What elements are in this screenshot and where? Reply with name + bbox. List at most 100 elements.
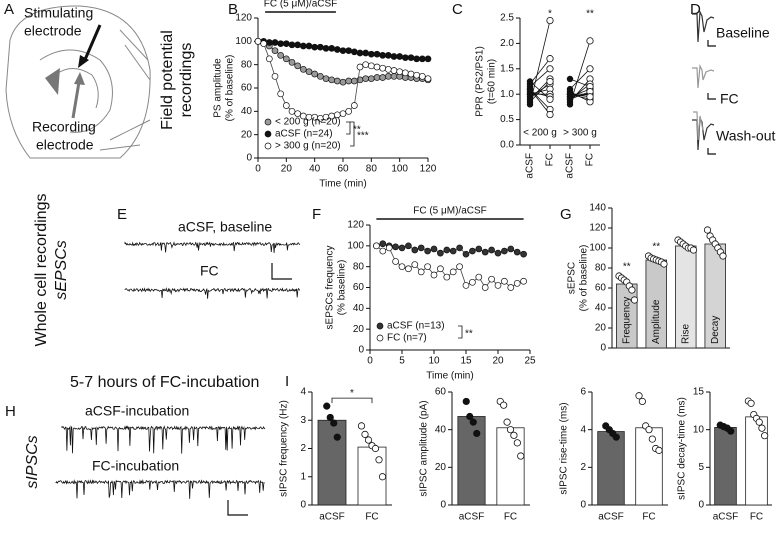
pair-line: [569, 68, 591, 90]
schematic-label: Recording: [32, 119, 96, 135]
y-axis-label: PS amplitude: [213, 58, 224, 118]
data-point: [506, 426, 515, 434]
data-point: [475, 273, 483, 281]
y-tick-label: 60: [241, 83, 253, 94]
panel-letter: C: [452, 1, 463, 18]
data-point: [390, 53, 398, 60]
data-point: [456, 244, 463, 252]
data-point: [345, 47, 353, 55]
y-tick-label: 2.0: [500, 38, 514, 49]
y-axis-label: (% of baseline): [579, 245, 590, 312]
y-tick-label: 20: [353, 324, 365, 335]
data-point: [630, 296, 639, 304]
data-point: [390, 67, 398, 74]
data-point: [405, 242, 412, 250]
data-point: [294, 110, 302, 118]
data-point: [364, 436, 373, 444]
data-point: [384, 65, 392, 73]
data-point: [520, 250, 527, 258]
y-tick-label: 40: [353, 303, 365, 314]
data-point: [456, 263, 463, 271]
y-tick-label: 60: [353, 282, 365, 293]
data-point: [379, 240, 387, 248]
data-point: [660, 260, 668, 268]
data-point: [356, 63, 364, 71]
data-point: [345, 77, 353, 85]
data-point: [288, 107, 296, 115]
schematic-label: Stimulating: [24, 5, 93, 21]
data-point: [299, 65, 307, 73]
data-point: [316, 43, 324, 51]
data-point: [566, 91, 574, 98]
y-axis-label: PPR (PS2/PS1): [475, 46, 486, 117]
data-point: [392, 243, 399, 251]
y-axis-label: (% of baseline): [225, 55, 236, 122]
data-point: [424, 263, 431, 271]
y-axis-label: sIPSC amplitude (pA): [419, 400, 430, 496]
bar: [317, 419, 347, 506]
section-title: 5-7 hours of FC-incubation: [70, 374, 259, 391]
data-point: [362, 61, 370, 69]
data-point: [305, 42, 313, 50]
significance: **: [586, 9, 594, 20]
row-label: Field potential: [159, 30, 176, 130]
data-point: [282, 102, 290, 109]
data-point: [430, 271, 438, 279]
y-tick-label: 20: [241, 129, 253, 140]
x-tick-label: 0: [255, 164, 261, 175]
data-point: [546, 16, 554, 25]
x-tick-label: FC: [750, 512, 763, 523]
data-point: [481, 284, 489, 291]
data-point: [396, 53, 404, 60]
data-point: [424, 75, 432, 83]
bar: [597, 431, 625, 506]
data-point: [401, 54, 409, 62]
data-point: [488, 275, 495, 283]
data-point: [385, 244, 393, 252]
x-axis-label: Time (min): [426, 371, 473, 382]
x-tick-label: FC: [545, 153, 556, 166]
data-point: [466, 412, 474, 421]
bar: [496, 427, 525, 506]
current-trace: [61, 425, 266, 454]
data-point: [473, 429, 481, 438]
y-tick-label: 5: [698, 462, 704, 473]
y-tick-label: 2.5: [500, 13, 514, 24]
data-point: [417, 244, 425, 252]
data-point: [294, 41, 302, 49]
data-point: [282, 55, 290, 63]
data-point: [747, 399, 755, 407]
data-point: [379, 247, 387, 255]
x-tick-label: aCSF: [319, 512, 345, 523]
trace-label: FC-incubation: [92, 458, 179, 474]
data-point: [398, 244, 406, 252]
data-point: [727, 427, 735, 435]
data-point: [277, 51, 285, 59]
data-point: [405, 265, 412, 273]
bar: [714, 427, 737, 506]
data-point: [390, 72, 398, 80]
data-point: [378, 473, 387, 481]
y-tick-label: 15: [693, 387, 705, 398]
x-tick-label: aCSF: [459, 512, 485, 523]
data-point: [566, 85, 574, 93]
data-point: [288, 58, 296, 66]
data-point: [375, 456, 383, 464]
data-point: [411, 261, 419, 268]
group-label: > 300 g: [563, 128, 597, 139]
data-point: [501, 277, 508, 285]
x-axis-label: Time (min): [319, 179, 366, 190]
x-tick-label: 10: [428, 356, 440, 367]
y-tick-label: 40: [241, 106, 253, 117]
y-tick-label: 20: [435, 462, 447, 473]
data-point: [379, 74, 387, 81]
y-tick-label: 60: [595, 283, 607, 294]
x-tick-label: aCSF: [565, 153, 576, 179]
y-tick-label: 1.0: [500, 89, 514, 100]
data-point: [271, 47, 279, 55]
data-point: [271, 39, 279, 46]
y-tick-label: 0: [358, 345, 364, 356]
data-point: [265, 55, 273, 63]
panel-letter: G: [560, 206, 572, 223]
